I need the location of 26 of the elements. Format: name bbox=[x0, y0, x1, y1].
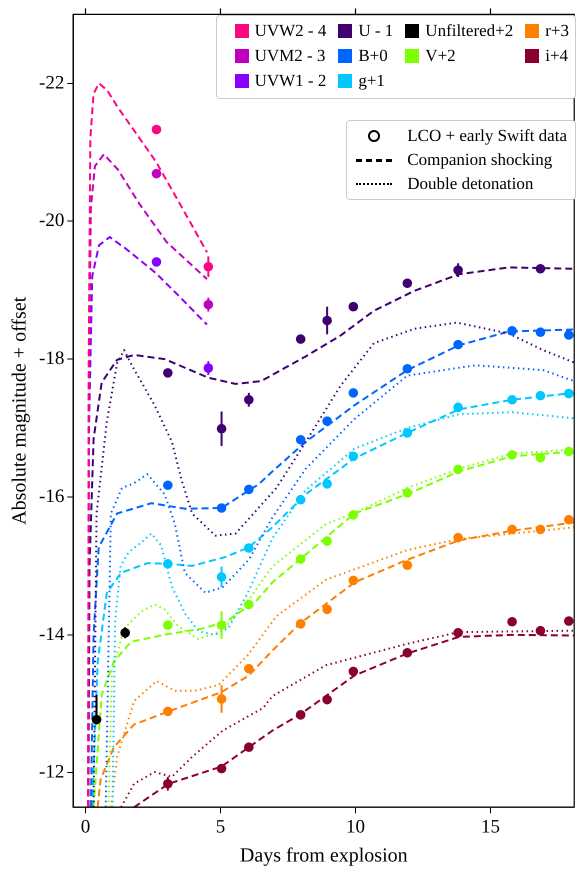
legend-label: r+3 bbox=[545, 20, 569, 42]
legend-label: UVM2 - 3 bbox=[254, 45, 326, 67]
key-panel: LCO + early Swift data Companion shocking Double detonation bbox=[346, 120, 576, 200]
annotation: Double detonation bbox=[407, 173, 534, 195]
x-tick-label: 15 bbox=[480, 816, 500, 838]
y-tick-label: -12 bbox=[39, 762, 64, 783]
x-tick-label: 5 bbox=[216, 816, 226, 838]
legend-label: i+4 bbox=[545, 45, 568, 67]
y-tick-label: -18 bbox=[39, 348, 64, 370]
y-tick-label: -14 bbox=[39, 624, 65, 645]
y-axis-title: Absolute magnitude + offset bbox=[8, 296, 30, 525]
x-axis-title: Days from explosion bbox=[240, 844, 408, 866]
legend-label: g+1 bbox=[358, 70, 385, 92]
x-tick-label: 0 bbox=[80, 816, 90, 838]
x-tick-label: 10 bbox=[346, 816, 365, 838]
legend-label: V+2 bbox=[425, 45, 456, 67]
legend-label: B+0 bbox=[358, 45, 388, 67]
y-tick-label: -20 bbox=[39, 210, 64, 232]
y-tick-label: -22 bbox=[39, 72, 64, 94]
legend-label: UVW1 - 2 bbox=[254, 70, 326, 92]
legend-label: UVW2 - 4 bbox=[254, 20, 326, 42]
legend-label: Unfiltered+2 bbox=[425, 20, 514, 42]
annotation: LCO + early Swift data bbox=[407, 125, 567, 147]
y-tick-label: -16 bbox=[39, 486, 64, 507]
legend-label: U - 1 bbox=[358, 20, 394, 42]
annotation: Companion shocking bbox=[407, 149, 552, 171]
